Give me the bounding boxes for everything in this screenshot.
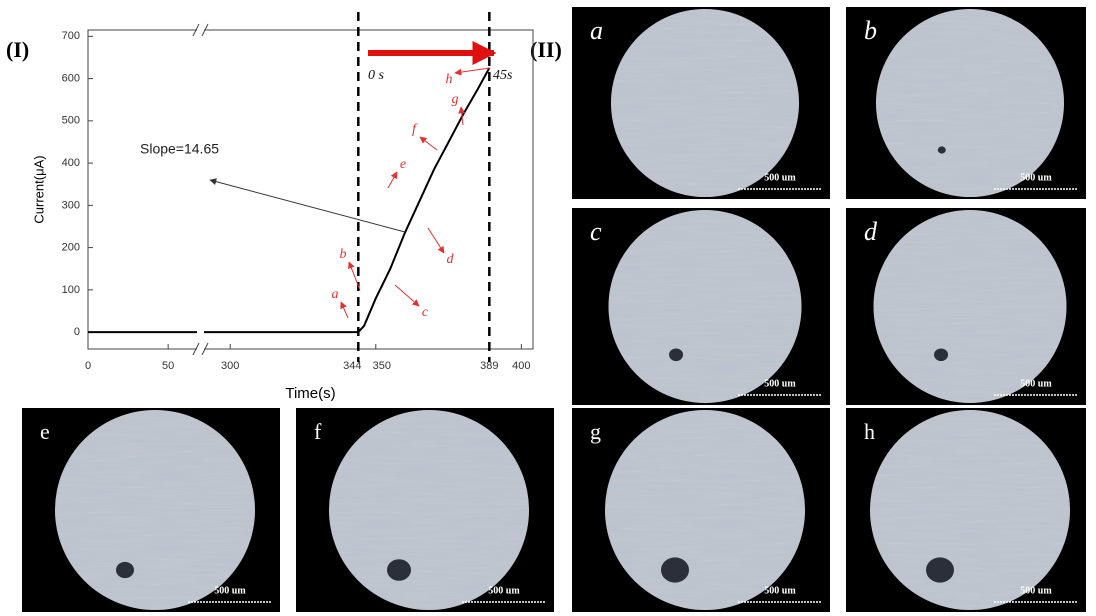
- panel-label: e: [40, 419, 50, 444]
- annotation: c: [422, 305, 429, 320]
- particle: [938, 146, 946, 153]
- annotation: e: [400, 157, 406, 172]
- y-tick-label: 0: [74, 326, 80, 338]
- particle: [934, 348, 948, 361]
- scale-label: 500 um: [764, 585, 796, 596]
- annotation-arrow: [455, 68, 490, 73]
- panel-label: b: [864, 16, 877, 45]
- annotation-arrow: [428, 228, 444, 253]
- annotation: f: [412, 122, 418, 137]
- annotation-arrow: [210, 180, 405, 232]
- x-tick-label: 300: [221, 360, 239, 372]
- y-tick-label: 400: [62, 157, 80, 169]
- y-tick-label: 200: [62, 242, 80, 254]
- annotation: 0 s: [368, 68, 385, 83]
- axis-break: [197, 20, 204, 360]
- scale-label: 500 um: [1020, 172, 1052, 183]
- particle: [116, 562, 134, 578]
- plot-frame: [88, 30, 533, 349]
- specimen: [870, 410, 1070, 610]
- micrograph: d 500 um: [846, 208, 1086, 410]
- panel-label: a: [590, 16, 603, 45]
- annotation: Slope=14.65: [140, 141, 219, 157]
- specimen: [611, 9, 799, 197]
- specimen: [605, 410, 805, 610]
- micrograph: a 500 um: [572, 7, 830, 199]
- scale-label: 500 um: [1020, 378, 1052, 389]
- part-label: (I): [6, 37, 29, 62]
- micrograph: c 500 um: [572, 208, 830, 405]
- annotation: a: [332, 287, 339, 302]
- annotation: 45s: [493, 68, 513, 83]
- x-tick-label: 350: [373, 360, 391, 372]
- y-tick-label: 600: [62, 72, 80, 84]
- annotation: g: [452, 92, 459, 107]
- y-tick-label: 700: [62, 30, 80, 42]
- micrograph: e 500 um: [22, 408, 280, 616]
- annotation-arrow: [388, 172, 397, 188]
- x-tick-label: 50: [162, 360, 174, 372]
- specimen: [876, 9, 1064, 197]
- scale-label: 500 um: [764, 378, 796, 389]
- y-tick-label: 100: [62, 284, 80, 296]
- panel-label: h: [864, 419, 875, 444]
- panel-label: f: [314, 419, 322, 444]
- y-axis-label: Current(μA): [31, 155, 46, 223]
- specimen: [329, 410, 529, 610]
- micrograph: h 500 um: [838, 408, 1086, 616]
- panel-label: g: [590, 419, 601, 444]
- particle: [661, 557, 689, 582]
- particle: [926, 557, 954, 582]
- specimen: [874, 210, 1067, 403]
- scale-label: 500 um: [214, 585, 246, 596]
- micrograph: g 500 um: [572, 408, 830, 616]
- annotation-arrow: [341, 302, 348, 318]
- annotation: h: [446, 72, 453, 87]
- particle: [387, 559, 411, 581]
- annotation-arrow: [395, 285, 419, 306]
- annotation: b: [340, 247, 347, 262]
- scale-label: 500 um: [1020, 585, 1052, 596]
- micrograph: f 500 um: [296, 408, 554, 616]
- data-line: [88, 68, 489, 332]
- annotation: d: [447, 252, 455, 267]
- x-tick-label: 400: [512, 360, 530, 372]
- x-tick-label: 0: [85, 360, 91, 372]
- part-label: (II): [530, 37, 562, 62]
- y-tick-label: 500: [62, 115, 80, 127]
- panel-label: d: [864, 217, 878, 246]
- figure: (I) (II) 0100200300400500600700050300344…: [0, 0, 1096, 616]
- specimen: [609, 210, 802, 403]
- specimen: [55, 410, 255, 610]
- particle: [669, 348, 683, 361]
- scale-label: 500 um: [488, 585, 520, 596]
- x-axis-label: Time(s): [285, 385, 335, 402]
- panel-label: c: [590, 217, 602, 246]
- y-tick-label: 300: [62, 199, 80, 211]
- scale-label: 500 um: [764, 172, 796, 183]
- micrograph: b 500 um: [846, 7, 1086, 199]
- annotation-arrow: [420, 137, 437, 150]
